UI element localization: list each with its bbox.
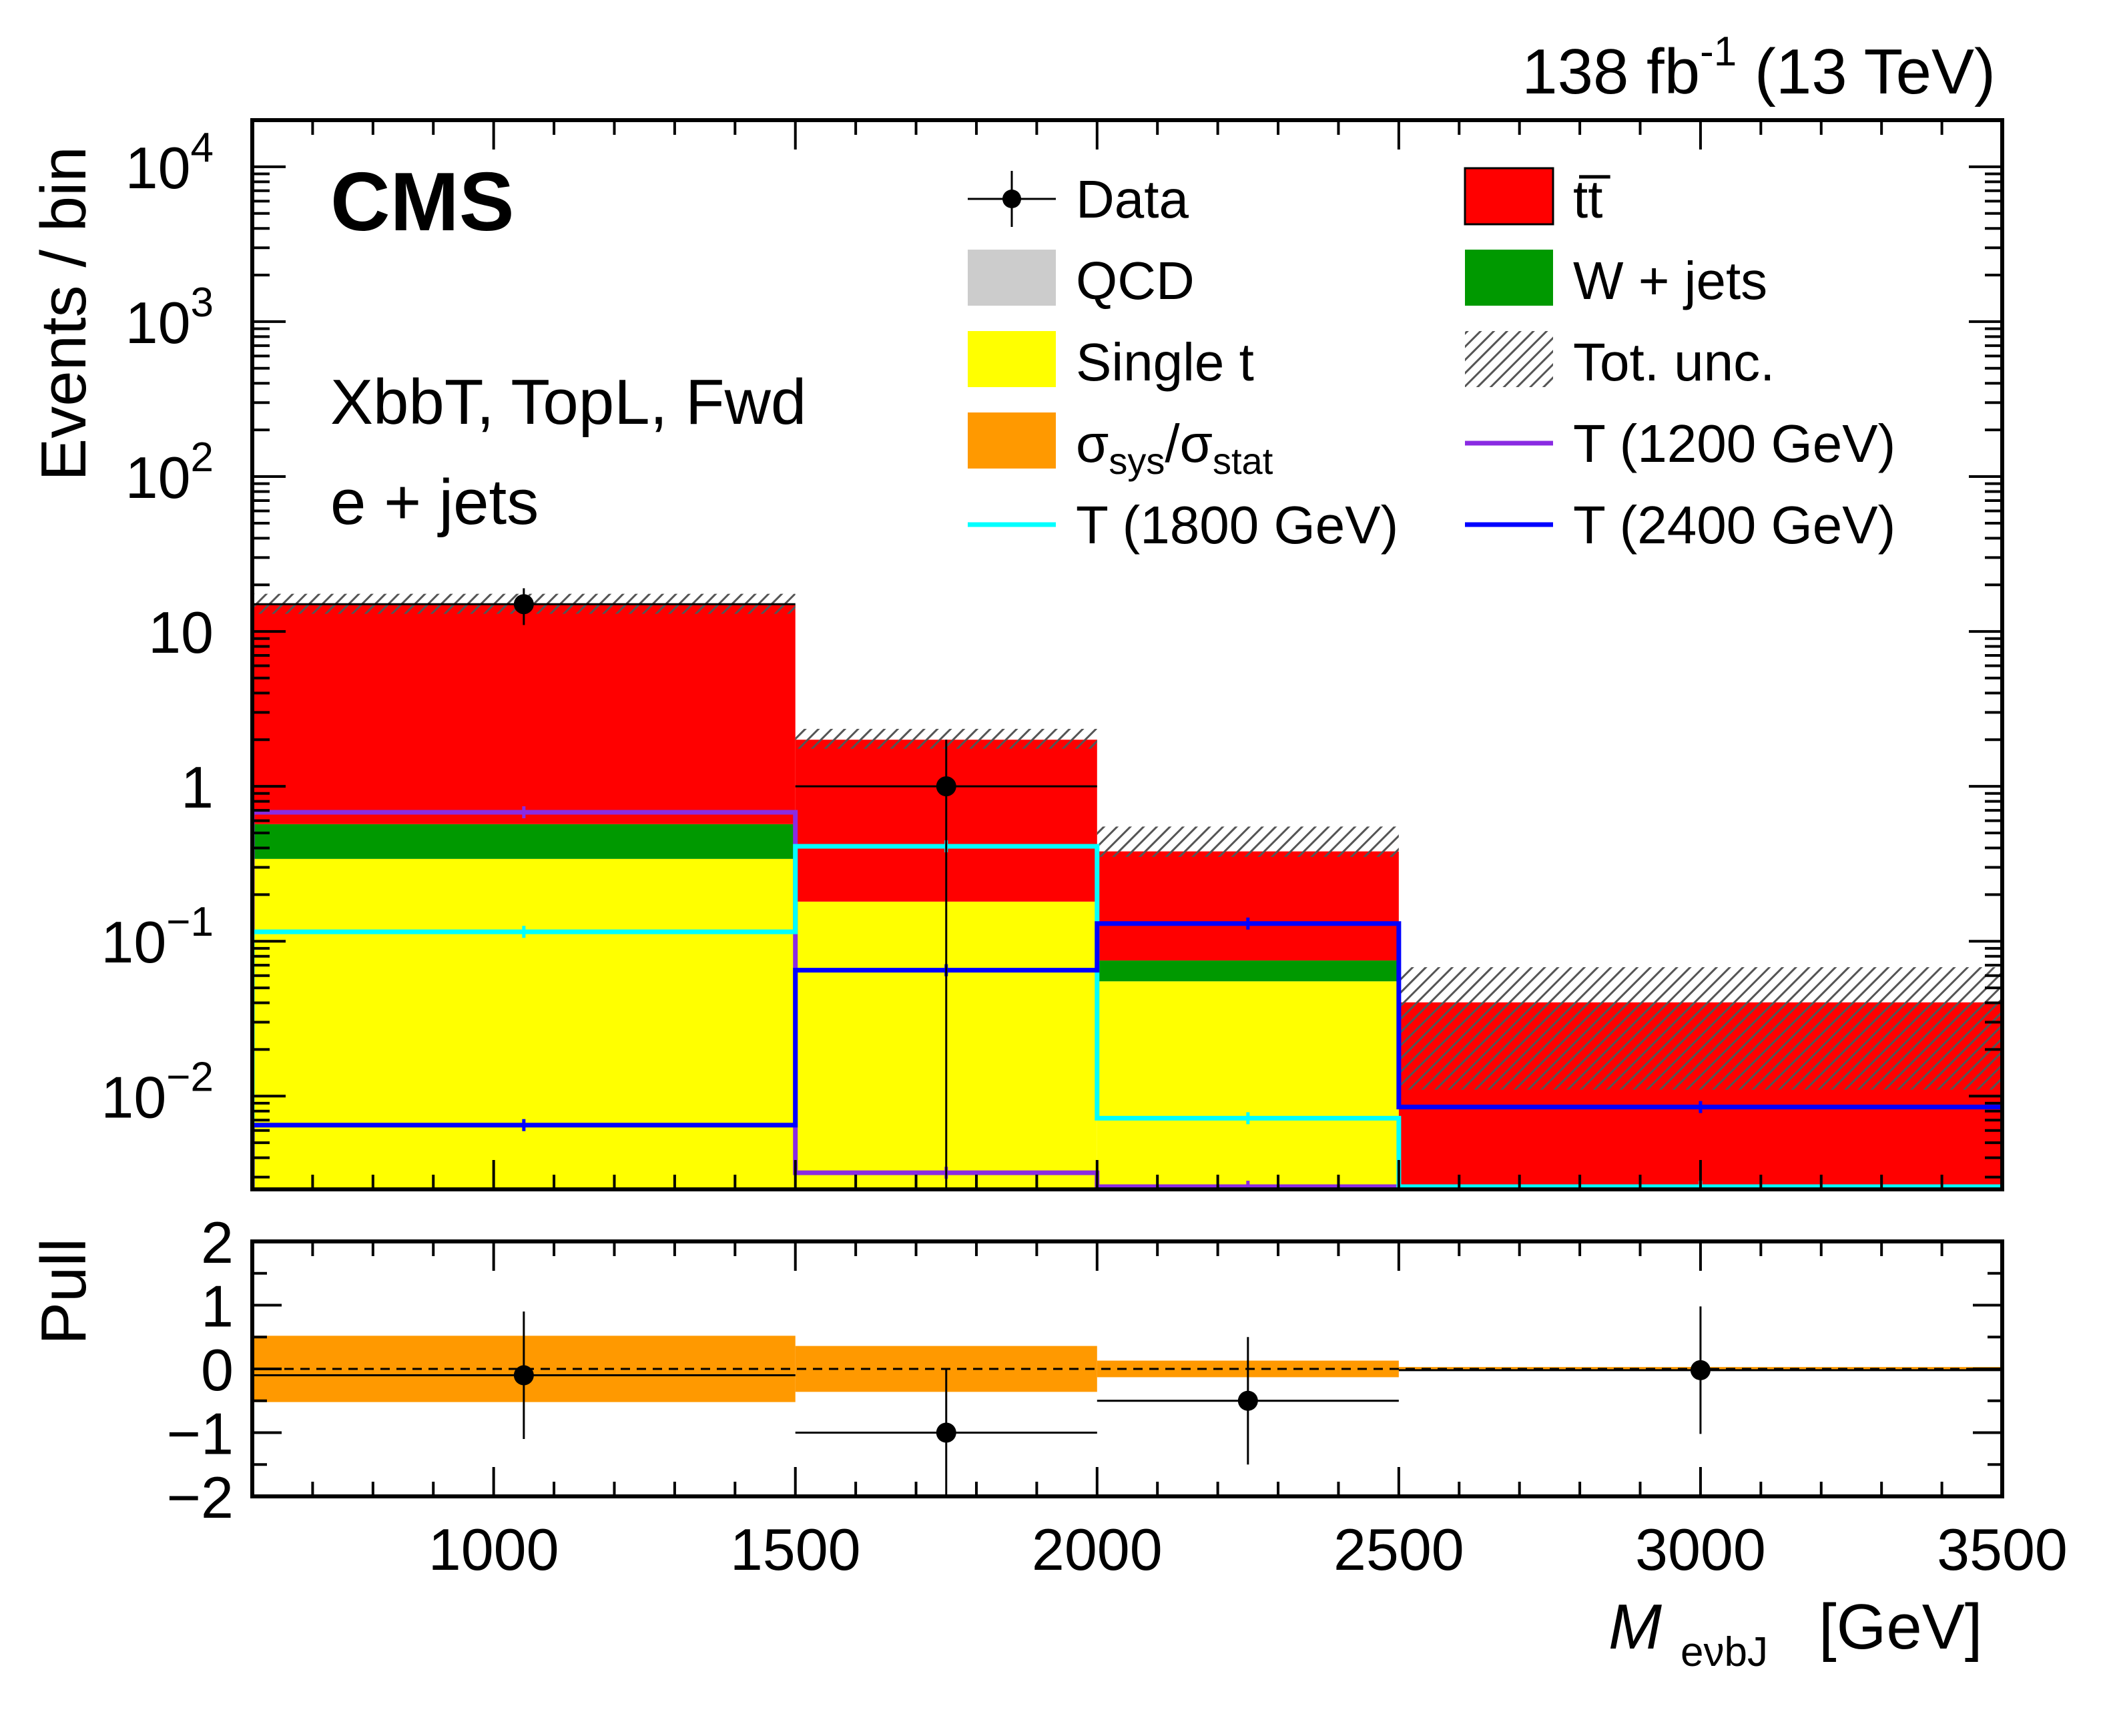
svg-text:eνbJ: eνbJ <box>1681 1629 1768 1675</box>
pull-y-tick-label: −1 <box>167 1401 234 1467</box>
data-point <box>513 594 534 615</box>
lumi-unit: fb <box>1646 36 1700 107</box>
y-tick-label: 1 <box>181 754 214 820</box>
y-tick-label: 10−1 <box>101 899 214 975</box>
legend-label: tt̅ <box>1573 170 1610 229</box>
y-tick-label: 102 <box>125 435 214 511</box>
stack-bar <box>252 604 796 824</box>
legend-label: T (1200 GeV) <box>1573 414 1895 473</box>
legend: Data QCD Single t σsys/σstat T (1800 GeV) tt̅… <box>968 167 1895 555</box>
legend-entry: T (1800 GeV) <box>968 495 1398 555</box>
stack-bar <box>1097 851 1399 961</box>
legend-label: Data <box>1076 170 1189 229</box>
svg-text:M: M <box>1608 1591 1662 1663</box>
legend-label: Tot. unc. <box>1573 332 1775 392</box>
legend-entry: Data <box>968 170 1189 229</box>
legend-swatch <box>968 331 1056 387</box>
x-tick-label: 3000 <box>1635 1516 1766 1582</box>
stack-bar <box>1097 960 1399 982</box>
pull-y-tick-label: 2 <box>201 1209 234 1275</box>
svg-text:[GeV]: [GeV] <box>1819 1591 1982 1663</box>
y-tick-label: 104 <box>125 125 214 201</box>
legend-label: W + jets <box>1573 251 1767 310</box>
data-point <box>936 776 956 797</box>
pull-panel-plot <box>252 1306 2002 1496</box>
legend-label: QCD <box>1076 251 1195 310</box>
x-tick-label: 3500 <box>1937 1516 2068 1582</box>
legend-swatch <box>1465 331 1553 387</box>
cms-label: CMS <box>330 156 515 248</box>
total-unc-band <box>1398 967 2002 1090</box>
legend-swatch <box>1464 167 1554 226</box>
legend-entry: QCD <box>968 250 1195 310</box>
y-tick-label: 10−2 <box>101 1054 214 1130</box>
legend-label: T (1800 GeV) <box>1076 495 1398 555</box>
signal-line <box>252 921 2002 1189</box>
x-tick-label: 1000 <box>428 1516 559 1582</box>
lumi-label: 138 fb-1 (13 TeV) <box>1522 29 1996 107</box>
stack-bar <box>252 824 796 859</box>
legend-label: Single t <box>1076 332 1254 392</box>
channel-label: e + jets <box>330 467 539 538</box>
legend-label: T (2400 GeV) <box>1573 495 1895 555</box>
x-tick-label: 2000 <box>1032 1516 1163 1582</box>
legend-swatch <box>1465 250 1553 306</box>
pull-y-tick-label: −2 <box>167 1464 234 1530</box>
pull-point <box>936 1422 956 1443</box>
pull-y-tick-label: 0 <box>201 1337 234 1403</box>
pull-y-tick-label: 1 <box>201 1273 234 1340</box>
y-tick-label: 10 <box>148 599 214 665</box>
lumi-exponent: -1 <box>1700 29 1737 75</box>
lumi-value: 138 <box>1522 36 1628 107</box>
stack-bar <box>1097 981 1399 1189</box>
y-tick-label: 103 <box>125 280 214 356</box>
legend-entry: tt̅ <box>1464 167 1610 229</box>
legend-entry: Single t <box>968 331 1254 392</box>
pull-y-axis-title: Pull <box>28 1238 99 1345</box>
legend-marker <box>1002 190 1021 208</box>
svg-text:138 fb-1 (13 TeV): 138 fb-1 (13 TeV) <box>1522 29 1996 107</box>
legend-label: σsys/σstat <box>1076 414 1273 482</box>
axes: 1000 1500 2000 2500 3000 350010−210−111010210… <box>101 119 2068 1582</box>
x-axis-title: M eνbJ [GeV] <box>1608 1591 1982 1675</box>
legend-entry: σsys/σstat <box>968 412 1273 482</box>
region-label: XbbT, TopL, Fwd <box>330 366 806 438</box>
top-panel-plot <box>252 588 2002 1189</box>
pull-point <box>1237 1390 1258 1411</box>
x-tick-label: 1500 <box>730 1516 861 1582</box>
legend-entry: T (2400 GeV) <box>1465 495 1895 555</box>
legend-entry: Tot. unc. <box>1465 331 1775 392</box>
pull-point <box>1690 1360 1711 1380</box>
top-y-axis-title: Events / bin <box>28 146 99 481</box>
legend-entry: T (1200 GeV) <box>1465 414 1895 473</box>
total-unc-band <box>1097 826 1399 857</box>
pull-point <box>513 1365 534 1386</box>
legend-swatch <box>968 412 1056 469</box>
lumi-energy: (13 TeV) <box>1755 36 1996 107</box>
legend-entry: W + jets <box>1465 250 1767 310</box>
stack-bar <box>252 858 796 1189</box>
x-tick-label: 2500 <box>1333 1516 1464 1582</box>
legend-swatch <box>968 250 1056 306</box>
